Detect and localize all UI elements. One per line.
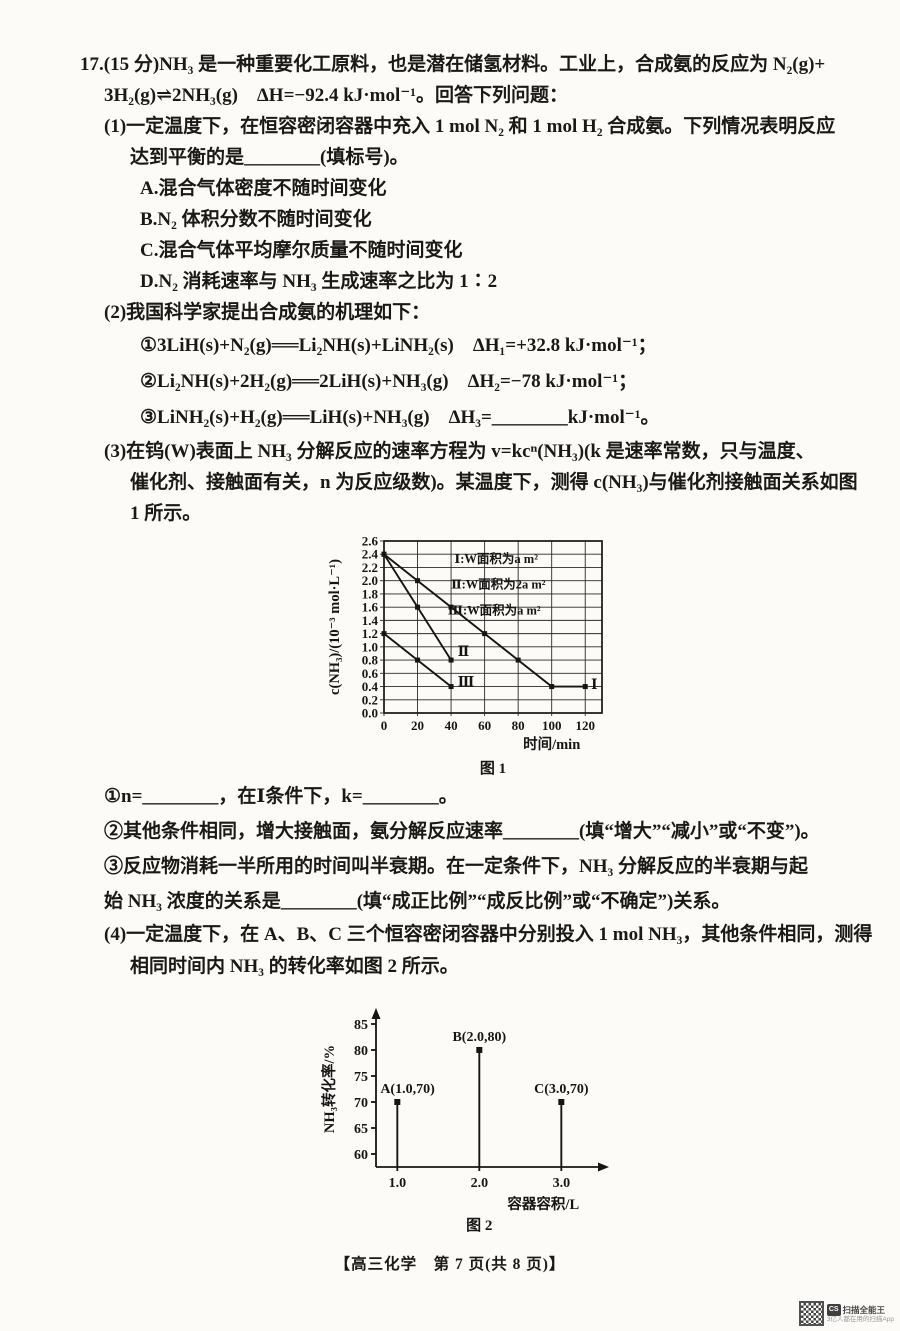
fig1-ytick: 0.8 [362,653,379,668]
fig2-xtick: 3.0 [553,1176,571,1191]
fig2-point-label-C: C(3.0,70) [534,1082,589,1097]
q17-stem-line1: 17.(15 分)NH₃ 是一种重要化工原料，也是潜在储氢材料。工业上，合成氨的… [80,54,826,75]
fig1-xtick: 40 [445,718,458,733]
q17-1-prompt-cont: 达到平衡的是________(填标号)。 [130,147,409,168]
q17-stem-line2: 3H₂(g)⇌2NH₃(g) ΔH=−92.4 kJ·mol⁻¹。回答下列问题： [104,85,568,106]
fig2-xlabel: 容器容积/L [506,1195,579,1213]
fig2-y-axis-arrow [371,1008,381,1019]
q17-3-sub-1: ①n=________，在Ⅰ条件下，k=________。 [104,786,458,807]
fig2-ytick: 85 [354,1018,368,1033]
fig1-point [415,604,421,610]
fig2-ytick: 65 [354,1122,368,1137]
fig1-line-label: Ⅲ [458,675,474,690]
fig1-line-label: Ⅰ [591,677,597,692]
mechanism-eq-2: ②Li₂NH(s)+2H₂(g)══2LiH(s)+NH₃(g) ΔH₂=−78… [140,371,638,392]
fig1-point [549,684,555,690]
fig1-point [381,551,387,557]
fig1-ylabel: c(NH₃)/(10⁻³ mol·L⁻¹) [327,559,343,695]
fig2-ytick: 75 [354,1070,368,1085]
q17-3-sub-3-cont: 始 NH₃ 浓度的关系是________(填“成正比例”“成反比例”或“不确定”… [104,891,731,912]
fig2-point-label-A: A(1.0,70) [380,1082,435,1097]
q17-3-prompt-2: 催化剂、接触面有关，n 为反应级数)。某温度下，测得 c(NH₃)与催化剂接触面… [130,472,858,493]
fig1-point [582,684,588,690]
watermark-text: CS 扫描全能王 3亿人都在用的扫描App [826,1303,894,1324]
fig1-ytick: 0.0 [362,706,378,721]
camscanner-watermark: CS 扫描全能王 3亿人都在用的扫描App [798,1301,894,1326]
q17-4-prompt-1: (4)一定温度下，在 A、B、C 三个恒容密闭容器中分别投入 1 mol NH₃… [104,924,873,945]
fig1-ytick: 1.4 [362,613,379,628]
option-d: D.N₂ 消耗速率与 NH₃ 生成速率之比为 1∶2 [140,271,498,292]
fig1-xtick: 120 [575,718,595,733]
fig2-caption: 图 2 [466,1217,492,1234]
fig2-ytick: 60 [354,1148,368,1163]
fig1-plot-area [383,540,603,714]
fig1-caption: 图 1 [480,760,506,777]
fig1-legend-entry: Ⅱ:W面积为2a m² [451,577,546,592]
fig1-ytick: 2.0 [362,573,378,588]
fig1-ytick: 2.4 [362,547,379,562]
figure-1: 0.0 0.2 0.4 0.6 0.8 1.0 1.2 1.4 1.6 1.8 2.0 2.2 2.4 2… [326,531,686,779]
q17-3-prompt-1: (3)在钨(W)表面上 NH₃ 分解反应的速率方程为 v=kcⁿ(NH₃)(k … [104,441,815,462]
fig1-point [448,657,454,663]
fig2-ytick: 80 [354,1044,368,1059]
fig1-point [515,657,521,663]
fig1-xtick: 80 [512,718,525,733]
watermark-tagline: 3亿人都在用的扫描App [826,1315,894,1323]
fig1-ytick: 0.4 [362,679,379,694]
fig1-point [415,578,421,584]
fig1-ytick: 1.6 [362,600,379,615]
fig1-xtick: 60 [478,718,491,733]
mechanism-eq-1: ①3LiH(s)+N₂(g)══Li₂NH(s)+LiNH₂(s) ΔH₁=+3… [140,335,657,356]
fig2-chart: 60 65 70 75 80 85 1.0 2.0 3.0 A(1.0,70) B(2.0,80) C… [320,1008,609,1234]
page-footer: 【高三化学 第 7 页(共 8 页)】 [334,1256,566,1273]
fig1-xlabel: 时间/min [523,735,580,753]
q17-4-prompt-2: 相同时间内 NH₃ 的转化率如图 2 所示。 [130,956,459,977]
fig1-legend-entry: Ⅲ:W面积为a m² [448,602,541,617]
q17-1-prompt: (1)一定温度下，在恒容密闭容器中充入 1 mol N₂ 和 1 mol H₂ … [104,116,836,137]
fig2-xtick: 2.0 [471,1176,489,1191]
fig1-legend-entry: Ⅰ:W面积为a m² [454,551,538,566]
q17-3-sub-2: ②其他条件相同，增大接触面，氨分解反应速率________(填“增大”“减小”或… [104,821,820,842]
fig1-ytick: 2.6 [362,534,379,549]
fig2-point-C [558,1099,565,1105]
fig1-ytick: 1.0 [362,639,378,654]
fig1-ytick: 2.2 [362,560,378,575]
fig1-point [415,657,421,663]
camscanner-logo-icon: CS [826,1303,841,1316]
figure-2: 60 65 70 75 80 85 1.0 2.0 3.0 A(1.0,70) B(2.0,80) C… [320,987,680,1235]
fig1-point [448,684,454,690]
q17-3-prompt-3: 1 所示。 [130,503,202,524]
fig2-x-axis-arrow [598,1162,609,1172]
fig1-chart: 0.00.20.40.60.81.01.21.41.61.82.02.22.42… [327,534,603,777]
fig1-point [381,631,387,637]
option-b: B.N₂ 体积分数不随时间变化 [140,209,372,230]
question-17: 17.(15 分)NH₃ 是一种重要化工原料，也是潜在储氢材料。工业上，合成氨的… [80,54,873,1235]
fig1-point [482,631,488,637]
fig1-ytick: 1.8 [362,586,379,601]
qr-code-icon [798,1301,824,1326]
fig1-xtick: 0 [381,718,388,733]
q17-3-sub-3: ③反应物消耗一半所用的时间叫半衰期。在一定条件下，NH₃ 分解反应的半衰期与起 [104,856,808,877]
q17-2-prompt: (2)我国科学家提出合成氨的机理如下： [104,302,431,323]
fig1-point [448,604,454,610]
fig2-point-A [394,1099,401,1105]
option-a: A.混合气体密度不随时间变化 [140,178,387,199]
fig2-point-label-B: B(2.0,80) [452,1030,506,1045]
fig1-ytick: 0.6 [362,666,379,681]
fig1-xtick: 100 [542,718,562,733]
fig1-ytick: 1.2 [362,626,378,641]
fig2-ylabel: NH₃转化率/% [320,1045,338,1133]
mechanism-eq-3: ③LiNH₂(s)+H₂(g)══LiH(s)+NH₃(g) ΔH₃=_____… [140,407,660,428]
watermark-app-name: 扫描全能王 [842,1304,886,1315]
fig1-xtick: 20 [411,718,424,733]
fig2-xtick: 1.0 [389,1176,407,1191]
fig2-ytick: 70 [354,1096,368,1111]
fig1-line-label: Ⅱ [458,644,469,659]
fig1-ytick: 0.2 [362,692,378,707]
option-c: C.混合气体平均摩尔质量不随时间变化 [140,240,463,261]
fig2-point-B [476,1047,483,1053]
